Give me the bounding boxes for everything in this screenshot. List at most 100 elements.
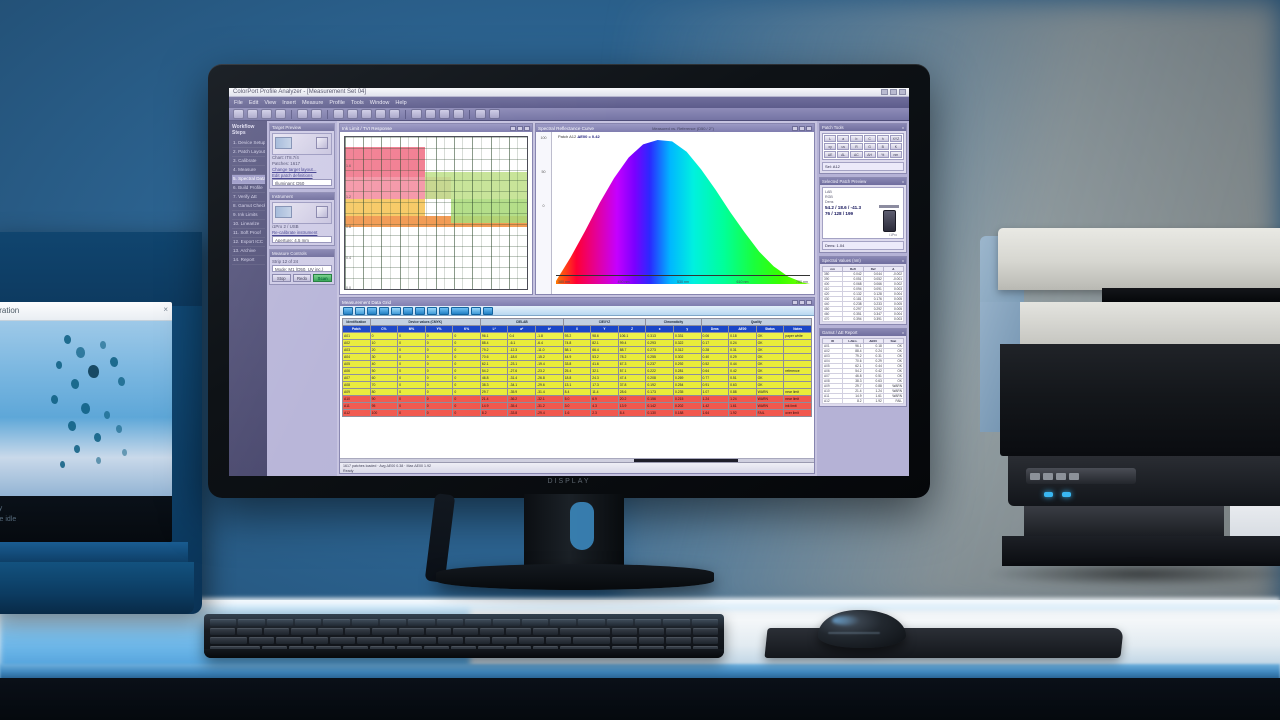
sort-asc-icon[interactable] [415,306,425,315]
nav-item-5[interactable]: 5. Spectral Data [232,175,265,184]
table-column-header-6[interactable]: L* [479,325,509,333]
table-cell[interactable]: 0 [452,388,481,396]
table-cell[interactable]: 0 [452,402,481,410]
table-cell[interactable]: 0.237 [645,360,674,368]
table-cell[interactable] [783,360,812,368]
list-item[interactable]: 470 0.394 0.391 0.003 [821,316,905,322]
table-cell[interactable]: -33.8 [507,409,537,417]
keyboard-key[interactable] [479,628,505,635]
table-cell[interactable]: A05 [342,360,371,368]
dock-table-body[interactable]: A01 96.1 0.18 OK A02 88.4 0.24 OK A03 79.2 0.31 OK A… [821,343,905,404]
table-cell[interactable]: 0.331 [672,332,702,340]
keyboard-key[interactable] [545,637,571,644]
table-cell[interactable]: -29.4 [535,409,564,417]
table-cell[interactable]: 98.6 [590,332,619,340]
table-cell[interactable]: 0 [397,409,426,417]
table-cell[interactable]: OK [755,374,785,382]
minimize-button[interactable] [881,89,888,95]
table-cell[interactable]: 0 [397,381,426,389]
maximize-button[interactable] [890,89,897,95]
dock-panel-2[interactable]: Selected Patch Preview x LAB RGB Dens 54.2 / … [819,177,907,253]
keyboard-key[interactable] [693,637,719,644]
table-cell[interactable]: 37.8 [617,381,647,389]
table-cell[interactable] [783,374,812,382]
table-cell[interactable]: A10 [342,395,371,403]
patch-grid-icon[interactable] [439,109,450,119]
table-cell[interactable]: WARN [755,388,785,396]
panel-3-field[interactable]: Mode: M1 (D50, UV inc.) [272,265,332,272]
density-field[interactable]: Dens: 1.04 [822,241,904,250]
table-cell[interactable]: reference [783,367,812,375]
maximize-icon[interactable] [799,125,805,131]
table-cell[interactable]: 0 [452,381,481,389]
keyboard-key[interactable] [210,619,237,626]
table-row[interactable]: A12 100 0 0 0 8.2 -33.8 -29.4 1.6 2.3 8.4 0.130 0.18… [342,409,812,417]
table-cell[interactable]: -6.4 [535,339,564,347]
laptop-taskbar[interactable]: Ready Device idle [0,496,172,542]
table-cell[interactable]: 90 [369,395,399,403]
export-csv-icon[interactable] [483,306,493,315]
table-cell[interactable]: 0 [452,374,481,382]
nav-item-13[interactable]: 13. Archive [232,247,265,256]
table-cell[interactable]: -19.4 [535,360,564,368]
close-icon[interactable]: x [902,179,904,184]
table-cell[interactable]: 3.0 [562,402,592,410]
keyboard-key[interactable] [521,619,548,626]
table-cell[interactable]: 0 [452,353,481,361]
table-cell[interactable]: 30 [369,353,399,361]
table-cell[interactable]: 24.3 [590,374,619,382]
monitor-screen[interactable]: ColorPort Profile Analyzer - [Measuremen… [229,88,909,476]
instrument-thumbnail[interactable] [272,202,332,224]
table-column-header-4[interactable]: Y% [424,325,454,333]
keyboard-key[interactable] [663,619,690,626]
table-cell[interactable]: 0.292 [672,360,702,368]
nav-item-list[interactable]: 1. Device Setup 2. Patch Layout 3. Calibra… [232,139,265,265]
table-column-header-5[interactable]: K% [452,325,481,333]
table-cell[interactable]: paper white [783,332,812,340]
table-cell[interactable]: -15.2 [535,353,564,361]
keyboard-key[interactable] [464,619,492,626]
table-cell[interactable]: -11.0 [535,346,564,354]
tool-icon-l[interactable]: L [824,135,837,142]
table-cell[interactable]: 41.6 [590,360,619,368]
horizontal-scrollbar[interactable] [340,458,814,462]
filter-icon[interactable] [427,306,437,315]
table-cell[interactable]: 18.8 [562,374,592,382]
table-cell[interactable]: near limit [783,388,812,396]
table-cell[interactable]: WARN [755,395,785,403]
table-cell[interactable]: 1.61 [728,402,757,410]
table-cell[interactable]: 13.9 [617,402,647,410]
laptop[interactable]: IntelliScan Calibration × [0,232,202,614]
table-cell[interactable]: -32.1 [535,395,564,403]
keyboard-key[interactable] [549,619,577,626]
print-icon[interactable] [275,109,286,119]
keyboard-key[interactable] [330,637,356,644]
dock-panel-3[interactable]: Spectral Values (nm) x nm Refl Ref Δ 380 0.042 0… [819,256,907,325]
table-cell[interactable]: 0 [452,409,481,417]
table-cell[interactable]: 0 [452,346,481,354]
table-cell[interactable]: OK [755,339,785,347]
scrollbar-thumb[interactable] [633,459,739,462]
table-cell[interactable]: 32.1 [590,367,619,375]
table-cell[interactable]: 0 [452,332,481,340]
keyboard-key[interactable] [357,637,383,644]
mouse-body[interactable] [818,610,906,648]
menu-tools[interactable]: Tools [350,99,364,106]
table-cell[interactable]: 0 [397,402,426,410]
stop-button[interactable]: Stop [272,274,291,282]
maximize-icon[interactable] [517,125,523,131]
dock-table-cell[interactable]: 1.92 [862,398,884,404]
mouse-button-seam[interactable] [828,632,880,634]
table-cell[interactable]: 0.64 [700,367,730,375]
menu-measure[interactable]: Measure [301,99,324,106]
tool-icon--c[interactable]: ΔC [850,151,863,158]
table-cell[interactable]: 0 [424,388,454,396]
table-cell[interactable]: A12 [342,409,371,417]
table-cell[interactable]: 1.42 [700,402,730,410]
table-cell[interactable]: 6.9 [590,395,619,403]
table-cell[interactable]: 67.3 [617,360,647,368]
list-item[interactable]: 440 0.238 0.233 0.005 [821,301,905,307]
mouse[interactable] [818,610,906,648]
keyboard-key[interactable] [249,637,275,644]
table-cell[interactable]: 0 [397,332,426,340]
